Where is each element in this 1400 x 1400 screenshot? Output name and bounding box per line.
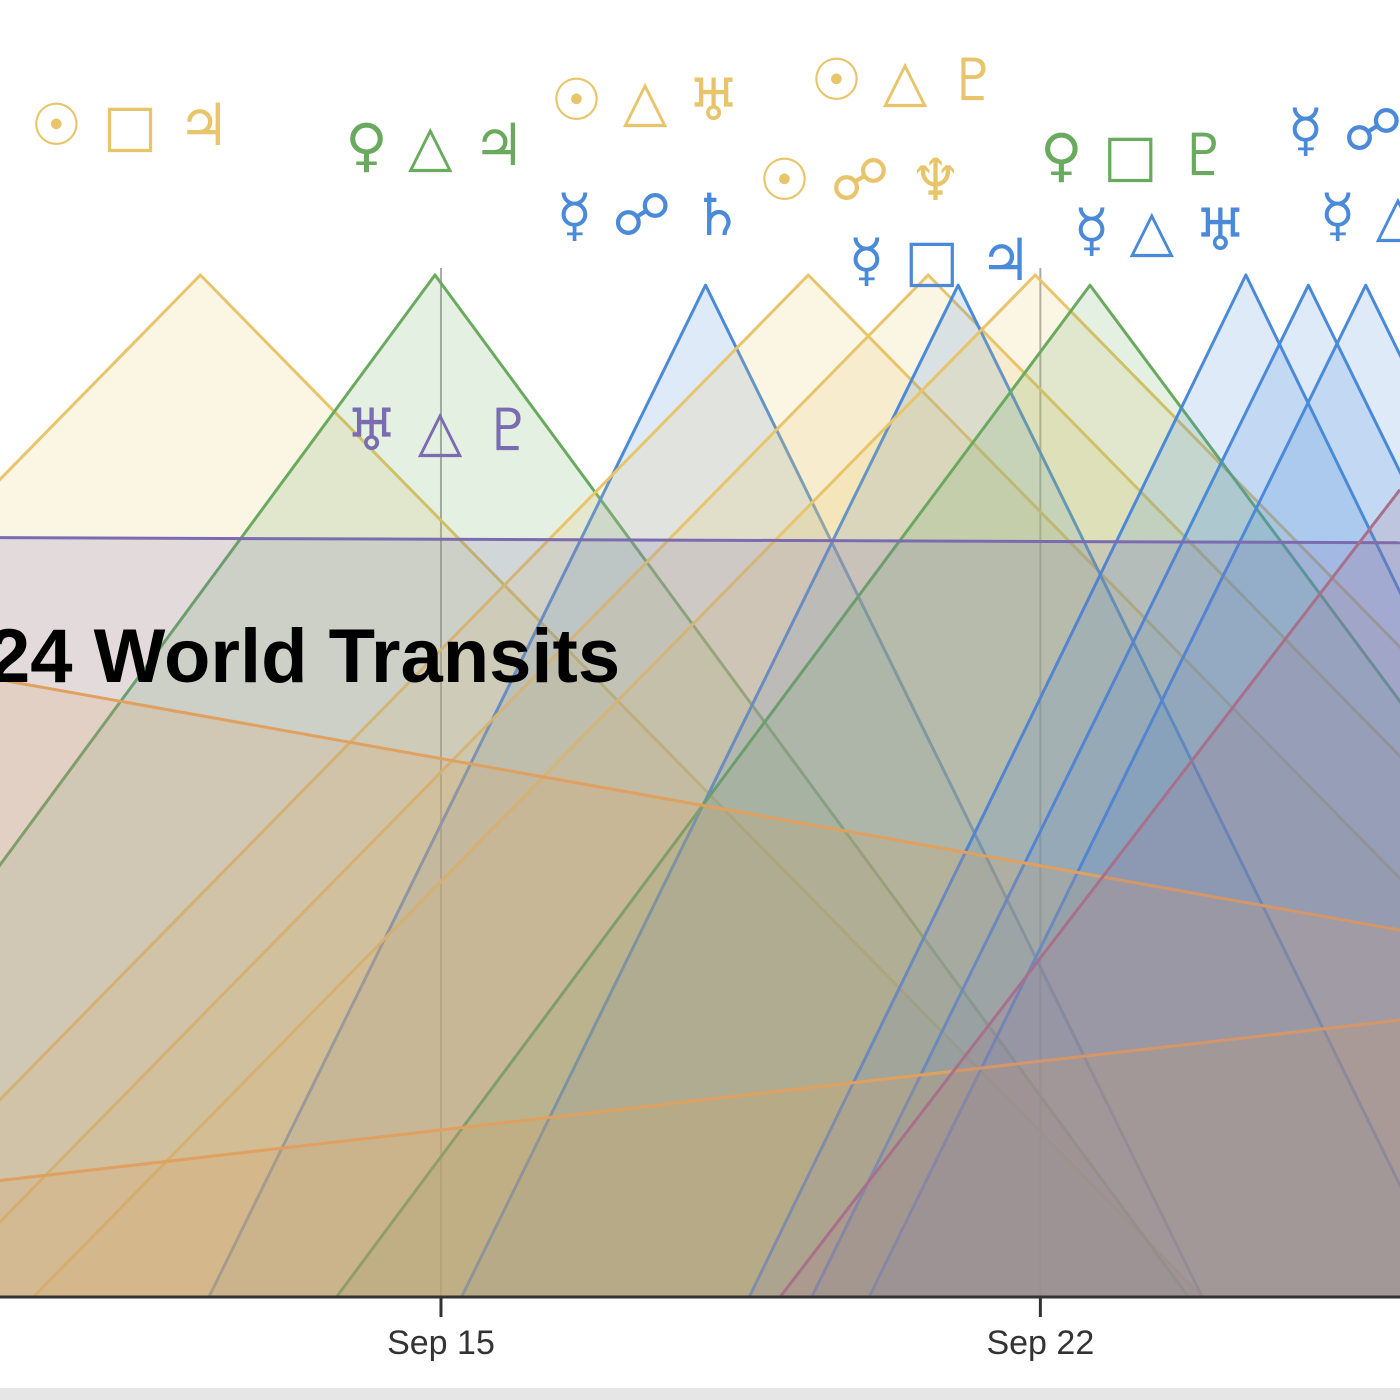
area-fill [749, 275, 1400, 1297]
aspect-label: ☉ △ ♅ [551, 66, 740, 134]
area-line [460, 283, 1400, 1297]
area-line [0, 273, 1204, 1297]
aspect-label: ☿ △ [1320, 181, 1400, 249]
area-fill [0, 275, 1400, 1297]
area-fill [811, 285, 1400, 1297]
area-line [0, 536, 1400, 545]
area-line [32, 273, 1400, 1297]
aspect-label: ♀ △ ♃ [345, 111, 524, 179]
area-fill [869, 285, 1400, 1297]
area-line [0, 273, 1400, 1225]
area-line [747, 273, 1400, 1297]
x-tick-label: Sep 22 [986, 1324, 1094, 1362]
area-fill [0, 537, 1400, 1297]
plot-area [0, 268, 1400, 1297]
aspect-label: ☿ ☍ ♄ [557, 181, 744, 249]
area-fill [461, 285, 1400, 1297]
area-line [0, 273, 1190, 1297]
area-line [0, 1018, 1400, 1182]
aspect-label: ☉ △ ♇ [811, 46, 1000, 114]
aspect-label: ☉ □ ♃ [30, 91, 229, 159]
area-fill [208, 285, 1203, 1297]
area-line [207, 283, 1204, 1297]
area-line [335, 283, 1400, 1297]
area-fill [336, 285, 1400, 1297]
aspect-label: ☿ □ ♃ [849, 226, 1032, 294]
x-tick-label: Sep 15 [387, 1324, 495, 1362]
area-line [0, 273, 1400, 1102]
chart-title: 24 World Transits [0, 614, 620, 699]
area-line [867, 283, 1400, 1297]
aspect-label: ☿ △ ♅ [1074, 196, 1247, 264]
aspect-label: ☉ ☍ ♆ [758, 146, 961, 214]
area-line [0, 678, 1400, 932]
area-fill [0, 275, 1400, 1297]
area-line [778, 488, 1400, 1297]
area-fill [0, 1020, 1400, 1297]
area-line [810, 283, 1400, 1297]
area-fill [0, 679, 1400, 1297]
aspect-label: ☿ ☍ [1288, 96, 1400, 164]
aspect-label: ♀ □ ♇ [1040, 121, 1230, 189]
footer-band [0, 1388, 1400, 1400]
aspect-label: ♅ △ ♇ [346, 396, 535, 464]
